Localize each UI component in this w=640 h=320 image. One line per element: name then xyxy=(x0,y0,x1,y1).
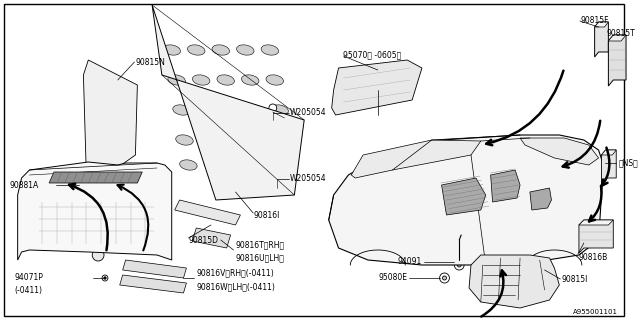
Ellipse shape xyxy=(253,160,271,170)
Polygon shape xyxy=(530,188,552,210)
Circle shape xyxy=(92,249,104,261)
Ellipse shape xyxy=(278,160,295,170)
Ellipse shape xyxy=(266,75,284,85)
Text: 95080E: 95080E xyxy=(378,274,407,283)
Text: 90816U〈LH〉: 90816U〈LH〉 xyxy=(236,253,284,262)
Polygon shape xyxy=(469,255,559,308)
Polygon shape xyxy=(123,260,186,278)
Polygon shape xyxy=(609,35,626,86)
Ellipse shape xyxy=(204,160,221,170)
Ellipse shape xyxy=(228,160,246,170)
Ellipse shape xyxy=(200,135,218,145)
Ellipse shape xyxy=(96,117,125,132)
Polygon shape xyxy=(329,135,604,265)
Circle shape xyxy=(440,273,449,283)
Polygon shape xyxy=(595,22,609,57)
Text: 90815F: 90815F xyxy=(581,15,609,25)
Polygon shape xyxy=(602,150,616,183)
Text: (-0411): (-0411) xyxy=(15,285,43,294)
Ellipse shape xyxy=(237,45,254,55)
Text: 94071P: 94071P xyxy=(15,274,44,283)
Ellipse shape xyxy=(246,105,264,115)
Ellipse shape xyxy=(261,45,278,55)
Polygon shape xyxy=(332,60,422,115)
Bar xyxy=(37,200,155,245)
Circle shape xyxy=(194,234,198,238)
Polygon shape xyxy=(520,138,598,165)
Ellipse shape xyxy=(271,105,289,115)
Text: 90815D: 90815D xyxy=(188,236,218,244)
Polygon shape xyxy=(442,178,486,215)
Text: W205054: W205054 xyxy=(289,108,326,116)
Ellipse shape xyxy=(29,219,59,241)
Ellipse shape xyxy=(168,75,186,85)
Text: 90816V〈RH〉(-0411): 90816V〈RH〉(-0411) xyxy=(196,268,274,277)
Text: A955001101: A955001101 xyxy=(573,309,618,315)
Ellipse shape xyxy=(225,135,243,145)
Polygon shape xyxy=(120,275,186,293)
Polygon shape xyxy=(579,220,613,253)
Text: 90881A: 90881A xyxy=(10,180,39,189)
Polygon shape xyxy=(491,170,520,202)
Text: 90815I: 90815I xyxy=(561,276,588,284)
Polygon shape xyxy=(193,228,230,248)
Text: 〈NS〉: 〈NS〉 xyxy=(618,158,638,167)
Circle shape xyxy=(75,181,83,189)
Circle shape xyxy=(243,189,248,195)
Circle shape xyxy=(454,260,464,270)
Ellipse shape xyxy=(274,135,291,145)
Ellipse shape xyxy=(197,105,215,115)
Polygon shape xyxy=(49,172,142,183)
Polygon shape xyxy=(152,5,304,200)
Ellipse shape xyxy=(332,197,359,217)
Polygon shape xyxy=(175,200,241,225)
Polygon shape xyxy=(18,162,172,260)
Polygon shape xyxy=(595,22,609,27)
Circle shape xyxy=(442,276,447,280)
Text: 90815N: 90815N xyxy=(136,58,165,67)
Ellipse shape xyxy=(241,75,259,85)
Ellipse shape xyxy=(173,105,190,115)
Ellipse shape xyxy=(96,142,125,157)
Polygon shape xyxy=(83,60,138,185)
Ellipse shape xyxy=(163,45,180,55)
Text: 95070〈 -0605〉: 95070〈 -0605〉 xyxy=(344,51,402,60)
Polygon shape xyxy=(602,150,616,155)
Polygon shape xyxy=(609,35,626,41)
Ellipse shape xyxy=(193,75,210,85)
Circle shape xyxy=(104,277,106,279)
Ellipse shape xyxy=(212,45,230,55)
Ellipse shape xyxy=(138,217,167,239)
Circle shape xyxy=(273,171,280,179)
Ellipse shape xyxy=(217,75,234,85)
Polygon shape xyxy=(351,140,481,178)
Text: 90816T〈RH〉: 90816T〈RH〉 xyxy=(236,241,285,250)
Text: W205054: W205054 xyxy=(289,173,326,182)
Ellipse shape xyxy=(250,135,267,145)
Polygon shape xyxy=(579,220,613,225)
Ellipse shape xyxy=(180,160,197,170)
Text: 90816W〈LH〉(-0411): 90816W〈LH〉(-0411) xyxy=(196,283,275,292)
Text: 90816I: 90816I xyxy=(253,211,280,220)
Text: 94091: 94091 xyxy=(397,258,422,267)
Ellipse shape xyxy=(383,74,403,86)
Ellipse shape xyxy=(96,92,125,108)
Ellipse shape xyxy=(188,45,205,55)
Circle shape xyxy=(269,104,276,112)
Circle shape xyxy=(218,179,224,185)
Circle shape xyxy=(457,263,461,267)
Circle shape xyxy=(102,275,108,281)
Ellipse shape xyxy=(176,135,193,145)
Ellipse shape xyxy=(222,105,239,115)
Text: 90815T: 90815T xyxy=(607,28,635,37)
Text: 90816B: 90816B xyxy=(579,253,608,262)
